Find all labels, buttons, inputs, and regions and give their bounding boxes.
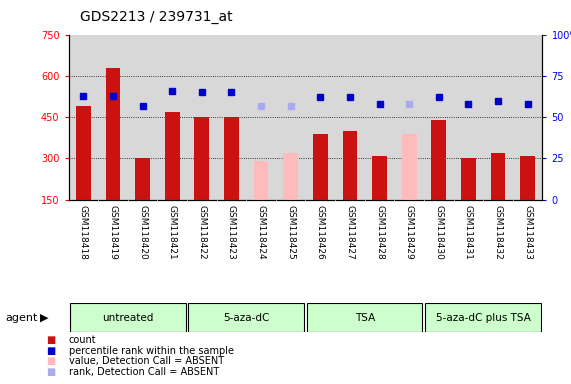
Text: GSM118426: GSM118426 [316, 205, 325, 260]
Text: ■: ■ [46, 335, 55, 345]
Text: ■: ■ [46, 346, 55, 356]
Bar [106, 68, 120, 200]
Text: GSM118422: GSM118422 [198, 205, 206, 259]
Bar [135, 158, 150, 200]
Text: GSM118420: GSM118420 [138, 205, 147, 260]
Text: GSM118421: GSM118421 [168, 205, 176, 260]
Bar [76, 106, 91, 200]
Bar [224, 117, 239, 200]
Bar [194, 117, 209, 200]
Bar [165, 112, 180, 200]
Text: GSM118429: GSM118429 [405, 205, 413, 260]
Text: value, Detection Call = ABSENT: value, Detection Call = ABSENT [69, 356, 224, 366]
Bar [490, 153, 505, 200]
Text: percentile rank within the sample: percentile rank within the sample [69, 346, 234, 356]
Bar [254, 161, 268, 200]
Text: 5-aza-dC: 5-aza-dC [223, 313, 270, 323]
Bar [520, 156, 535, 200]
Text: GSM118424: GSM118424 [256, 205, 266, 259]
Text: GSM118431: GSM118431 [464, 205, 473, 260]
Text: rank, Detection Call = ABSENT: rank, Detection Call = ABSENT [69, 367, 219, 377]
Text: TSA: TSA [355, 313, 375, 323]
Bar [431, 120, 446, 200]
Text: GSM118419: GSM118419 [108, 205, 118, 260]
Bar [70, 303, 186, 332]
Text: ▶: ▶ [40, 313, 49, 323]
Bar [461, 158, 476, 200]
Text: GSM118428: GSM118428 [375, 205, 384, 260]
Bar [402, 134, 417, 200]
Text: GSM118433: GSM118433 [523, 205, 532, 260]
Bar [188, 303, 304, 332]
Text: GSM118425: GSM118425 [286, 205, 295, 260]
Text: count: count [69, 335, 96, 345]
Bar [343, 131, 357, 200]
Text: GSM118432: GSM118432 [493, 205, 502, 260]
Bar [283, 153, 298, 200]
Text: GSM118418: GSM118418 [79, 205, 88, 260]
Text: ■: ■ [46, 356, 55, 366]
Bar [307, 303, 423, 332]
Bar [372, 156, 387, 200]
Text: GSM118423: GSM118423 [227, 205, 236, 260]
Bar [313, 134, 328, 200]
Text: GSM118430: GSM118430 [435, 205, 443, 260]
Text: ■: ■ [46, 367, 55, 377]
Text: GDS2213 / 239731_at: GDS2213 / 239731_at [80, 10, 232, 23]
Text: agent: agent [6, 313, 38, 323]
Text: GSM118427: GSM118427 [345, 205, 355, 260]
Bar [425, 303, 541, 332]
Text: untreated: untreated [102, 313, 154, 323]
Text: 5-aza-dC plus TSA: 5-aza-dC plus TSA [436, 313, 530, 323]
